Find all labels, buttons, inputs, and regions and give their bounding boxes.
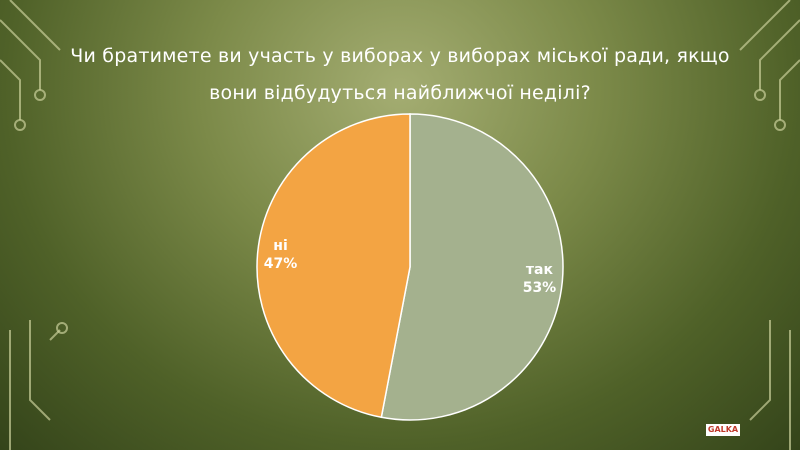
pie-slice — [380, 113, 564, 421]
slice-category-label: так — [526, 262, 554, 278]
pie-slice — [256, 113, 411, 419]
slice-value-label: 53% — [523, 280, 557, 296]
slice-value-label: 47% — [264, 256, 298, 272]
chart-title: Чи братимете ви участь у виборах у вибор… — [70, 45, 730, 104]
slice-category-label: ні — [273, 238, 287, 254]
logo: GALKA — [706, 424, 740, 436]
